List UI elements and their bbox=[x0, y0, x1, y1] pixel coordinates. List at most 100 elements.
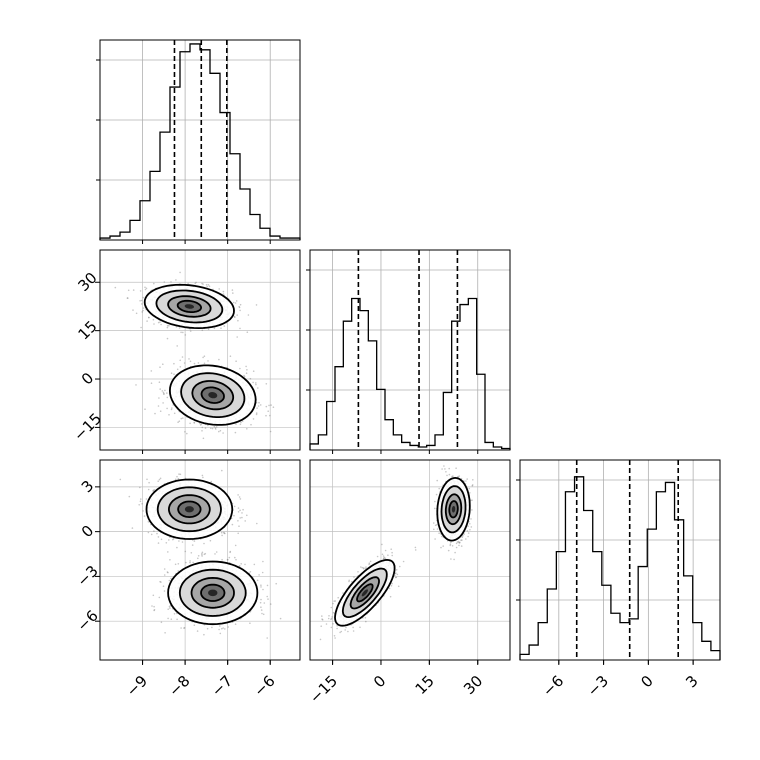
histogram-panel-1 bbox=[306, 249, 511, 451]
scatter-point bbox=[234, 623, 237, 625]
panel-frame bbox=[99, 39, 301, 241]
scatter-point bbox=[227, 626, 229, 628]
scatter-point bbox=[467, 532, 470, 534]
scatter-point bbox=[132, 289, 135, 291]
scatter-point bbox=[219, 625, 221, 627]
scatter-point bbox=[255, 413, 258, 416]
scatter-point bbox=[222, 432, 224, 434]
scatter-point bbox=[259, 404, 262, 406]
density-contour-1-4 bbox=[208, 589, 218, 597]
scatter-point bbox=[161, 390, 164, 392]
scatter-point bbox=[333, 635, 336, 637]
scatter-point bbox=[390, 548, 393, 550]
scatter-point bbox=[183, 627, 185, 629]
scatter-point bbox=[222, 627, 224, 629]
scatter-point bbox=[243, 374, 245, 377]
scatter-point bbox=[244, 520, 246, 522]
scatter-point bbox=[201, 555, 203, 557]
scatter-point bbox=[466, 478, 469, 480]
scatter-point bbox=[268, 404, 270, 407]
scatter-point bbox=[246, 428, 248, 430]
scatter-point bbox=[461, 536, 464, 538]
scatter-point bbox=[189, 560, 191, 562]
scatter-point bbox=[163, 392, 165, 395]
scatter-point bbox=[448, 467, 451, 470]
scatter-point bbox=[469, 492, 471, 494]
scatter-point bbox=[455, 542, 458, 545]
scatter-point bbox=[455, 546, 458, 549]
scatter-point bbox=[210, 427, 212, 430]
scatter-point bbox=[170, 408, 173, 411]
scatter-point bbox=[142, 309, 144, 312]
scatter-point bbox=[235, 423, 237, 425]
scatter-point bbox=[262, 560, 264, 563]
scatter-point bbox=[458, 541, 460, 544]
scatter-point bbox=[237, 507, 240, 509]
scatter-point bbox=[166, 337, 169, 340]
scatter-point bbox=[438, 487, 441, 490]
scatter-point bbox=[231, 289, 234, 291]
scatter-point bbox=[195, 281, 197, 284]
scatter-point bbox=[221, 558, 223, 561]
scatter-point bbox=[196, 458, 198, 460]
scatter-point bbox=[153, 609, 155, 612]
scatter-point bbox=[206, 627, 209, 630]
scatter-point bbox=[193, 540, 196, 542]
scatter-point bbox=[262, 613, 265, 616]
scatter-point bbox=[391, 554, 394, 557]
scatter-point bbox=[126, 297, 129, 299]
scatter-point bbox=[201, 426, 204, 429]
scatter-point bbox=[165, 542, 168, 544]
scatter-point bbox=[451, 475, 453, 478]
histogram-step bbox=[519, 476, 721, 660]
scatter-point bbox=[166, 324, 169, 327]
scatter-point bbox=[139, 500, 142, 503]
scatter-point bbox=[182, 417, 184, 419]
scatter-point bbox=[176, 546, 178, 549]
scatter-point bbox=[201, 551, 204, 554]
scatter-point bbox=[471, 484, 474, 486]
scatter-point bbox=[180, 417, 183, 420]
scatter-point bbox=[139, 290, 142, 292]
scatter-point bbox=[163, 574, 166, 576]
scatter-point bbox=[147, 531, 150, 534]
scatter-point bbox=[148, 458, 150, 460]
scatter-point bbox=[321, 619, 324, 621]
scatter-point bbox=[152, 489, 154, 492]
scatter-point bbox=[246, 369, 248, 371]
scatter-point bbox=[209, 539, 212, 542]
scatter-point bbox=[463, 533, 465, 535]
scatter-point bbox=[168, 539, 170, 541]
scatter-point bbox=[119, 478, 122, 481]
scatter-point bbox=[170, 577, 172, 580]
scatter-point bbox=[184, 550, 187, 553]
scatter-point bbox=[396, 573, 399, 576]
scatter-point bbox=[222, 290, 225, 293]
scatter-point bbox=[173, 362, 175, 365]
scatter-point bbox=[233, 315, 236, 318]
scatter-point bbox=[132, 309, 134, 311]
panel-frame bbox=[99, 459, 301, 661]
scatter-point bbox=[148, 316, 150, 319]
scatter-point bbox=[465, 538, 467, 540]
scatter-point bbox=[180, 331, 182, 334]
scatter-point bbox=[170, 372, 173, 375]
scatter-point bbox=[197, 362, 200, 364]
scatter-point bbox=[176, 618, 178, 621]
scatter-point bbox=[229, 550, 232, 553]
scatter-point bbox=[453, 558, 455, 561]
scatter-point bbox=[467, 535, 469, 538]
scatter-point bbox=[240, 421, 242, 424]
scatter-point bbox=[241, 512, 243, 514]
scatter-point bbox=[445, 471, 447, 473]
scatter-point bbox=[383, 556, 386, 559]
scatter-point bbox=[328, 615, 330, 617]
scatter-point bbox=[140, 498, 142, 500]
scatter-point bbox=[239, 367, 241, 370]
scatter-point bbox=[237, 319, 239, 322]
scatter-point bbox=[224, 532, 226, 535]
scatter-point bbox=[157, 542, 160, 544]
scatter-point bbox=[438, 532, 440, 534]
scatter-point bbox=[157, 321, 160, 324]
scatter-point bbox=[152, 594, 155, 597]
